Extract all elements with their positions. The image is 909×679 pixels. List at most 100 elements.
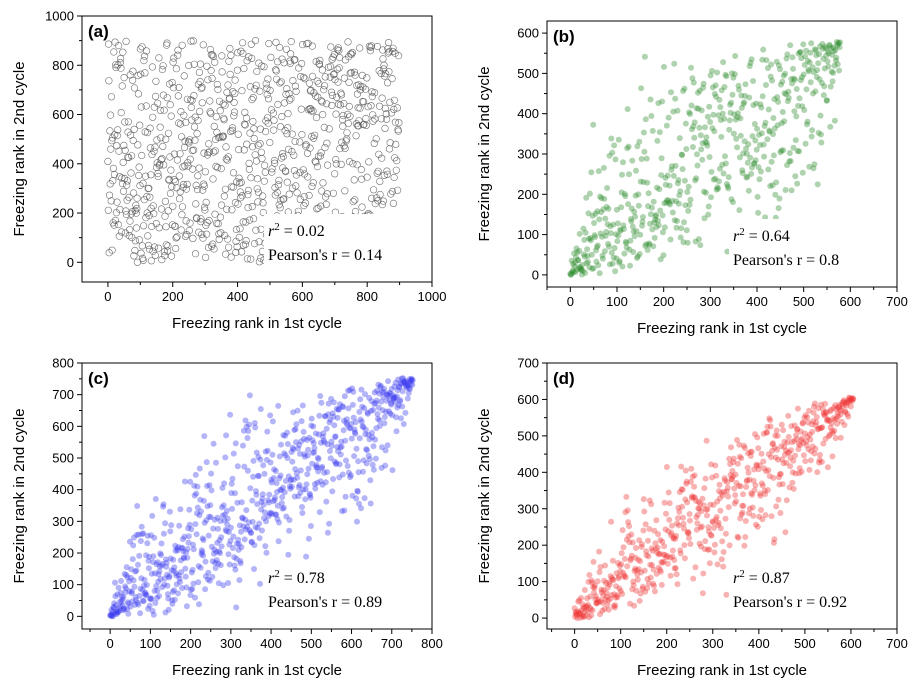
data-point [206, 577, 213, 584]
data-point [774, 122, 781, 129]
data-point [132, 201, 140, 209]
data-point [823, 408, 829, 415]
data-point [657, 256, 664, 263]
data-point [382, 110, 390, 118]
data-point [157, 576, 164, 583]
data-point [681, 542, 688, 549]
data-point [356, 86, 364, 94]
data-point [154, 169, 162, 178]
data-point [119, 596, 126, 603]
data-point [631, 568, 638, 574]
data-point [681, 85, 688, 92]
data-point [271, 466, 278, 473]
data-point [719, 110, 726, 117]
data-point [793, 86, 800, 92]
data-point [113, 608, 120, 615]
data-point [112, 602, 119, 609]
data-point [305, 535, 312, 542]
panel-c: 0 100 200 300 400 500 600 700 800010020030040050… [11, 356, 443, 679]
x-tick-label: 100 [140, 636, 162, 651]
data-point [751, 121, 758, 127]
data-point [309, 449, 316, 456]
data-point [728, 476, 735, 482]
data-point [127, 603, 134, 610]
data-point [731, 71, 738, 78]
data-point [647, 211, 654, 218]
data-point [712, 462, 719, 469]
data-point [336, 461, 343, 468]
data-point [341, 393, 348, 400]
data-point [756, 513, 763, 520]
data-point [825, 50, 832, 57]
data-point [826, 418, 833, 424]
data-point [251, 85, 259, 93]
data-point [637, 231, 644, 238]
data-point [251, 542, 258, 549]
data-point [226, 70, 234, 78]
data-point [260, 501, 267, 508]
data-point [787, 454, 794, 461]
data-point [813, 414, 820, 420]
data-point [806, 163, 813, 170]
data-point [169, 202, 177, 210]
data-point [782, 447, 789, 454]
data-point [129, 598, 136, 605]
data-point [210, 148, 218, 156]
data-point [297, 450, 303, 457]
data-point [407, 381, 414, 388]
data-point [820, 440, 827, 447]
data-point [202, 573, 209, 580]
data-point [764, 423, 771, 430]
data-point [166, 189, 175, 198]
data-point [794, 426, 801, 432]
data-point [274, 502, 281, 509]
data-point [633, 228, 640, 235]
data-point [761, 487, 768, 494]
data-point [404, 395, 411, 402]
data-point [120, 73, 128, 82]
data-point [604, 185, 611, 191]
data-point [218, 543, 225, 550]
data-point [817, 112, 824, 119]
data-point [139, 586, 146, 593]
data-point [130, 125, 138, 133]
data-point [389, 392, 396, 399]
data-point [267, 509, 274, 516]
data-point [307, 523, 314, 529]
data-point [731, 500, 738, 507]
data-point [755, 164, 762, 171]
data-point [832, 57, 839, 64]
data-point [784, 51, 791, 58]
data-point [602, 232, 609, 239]
data-point [147, 257, 155, 265]
data-point [713, 186, 720, 193]
data-point [732, 116, 739, 123]
data-point [738, 455, 745, 462]
data-point [135, 163, 143, 171]
data-point [803, 442, 810, 449]
data-point [266, 138, 274, 147]
data-point [284, 124, 292, 132]
data-point [840, 398, 847, 405]
data-point [213, 557, 220, 564]
data-point [192, 594, 198, 601]
data-point [784, 162, 790, 169]
data-point [332, 110, 340, 118]
data-point [274, 516, 281, 522]
data-point [625, 519, 632, 526]
data-point [821, 83, 828, 90]
data-point [654, 544, 661, 551]
data-point [833, 39, 840, 45]
data-point [117, 228, 126, 236]
data-point [134, 599, 141, 606]
data-point [595, 599, 602, 605]
data-point [177, 120, 185, 128]
data-point [797, 77, 804, 84]
data-point [805, 419, 811, 426]
data-point [805, 66, 812, 73]
data-point [149, 607, 156, 614]
data-point [572, 610, 579, 616]
data-point [243, 57, 251, 65]
data-point [146, 602, 153, 609]
data-point [606, 579, 613, 586]
